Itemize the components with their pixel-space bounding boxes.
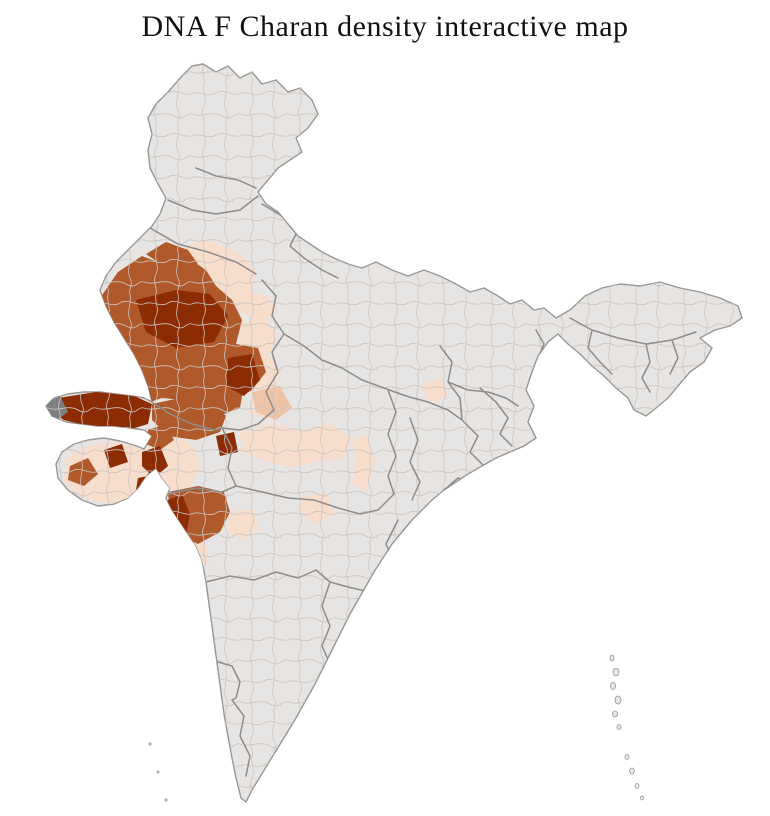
island-marker[interactable] [612, 667, 620, 677]
island-marker[interactable] [624, 754, 630, 760]
island-marker[interactable] [609, 654, 615, 662]
state-borders [149, 167, 697, 777]
district-borders-overlay [46, 64, 742, 802]
island-marker[interactable] [629, 767, 635, 775]
island-markers [148, 654, 644, 802]
district-region-andhra-coast-spot[interactable] [320, 672, 346, 702]
island-marker[interactable] [614, 695, 622, 705]
island-marker[interactable] [612, 710, 618, 718]
island-marker[interactable] [156, 770, 160, 774]
island-marker[interactable] [640, 795, 644, 801]
page-title: DNA F Charan density interactive map [141, 10, 629, 43]
island-marker[interactable] [634, 783, 640, 789]
island-marker[interactable] [148, 742, 152, 746]
island-marker[interactable] [164, 798, 168, 802]
island-marker[interactable] [616, 724, 622, 730]
island-marker[interactable] [610, 682, 616, 690]
state-borders-group [149, 167, 697, 777]
